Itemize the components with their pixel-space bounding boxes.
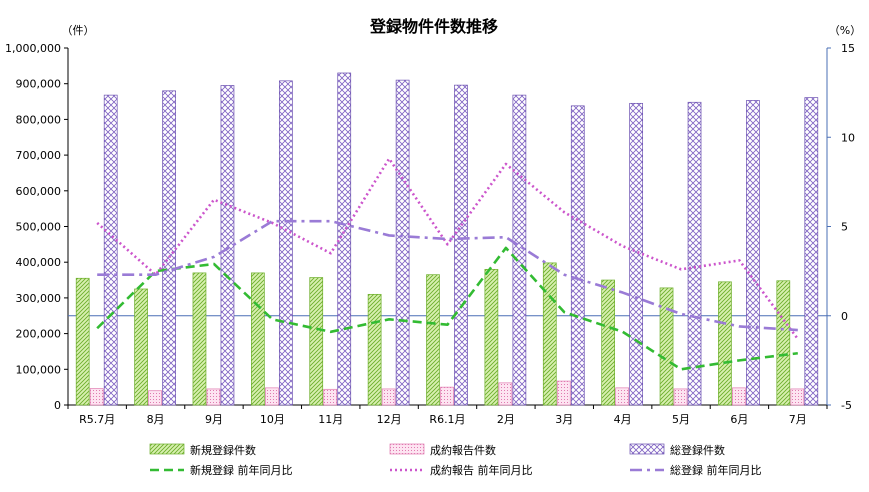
- bar-3: [629, 102, 644, 406]
- x-tick-label: 7月: [789, 413, 807, 426]
- bar-3: [220, 85, 235, 406]
- y-left-tick-label: 1,000,000: [5, 42, 61, 55]
- y-left-tick-label: 300,000: [16, 292, 62, 305]
- x-tick-label: 3月: [555, 413, 573, 426]
- y-right-tick-label: -5: [841, 399, 852, 412]
- y-left-tick-label: 0: [54, 399, 61, 412]
- y-left-tick-label: 500,000: [16, 221, 62, 234]
- bar-2: [673, 388, 688, 406]
- bar-3: [162, 90, 176, 406]
- x-tick-label: 10月: [260, 413, 285, 426]
- bar-1: [367, 293, 382, 406]
- bar-3: [746, 100, 760, 406]
- line-series-3: [97, 219, 798, 332]
- bar-1: [776, 280, 791, 406]
- legend-swatch-bar-3: [629, 443, 665, 455]
- legend-label-bar-1: 新規登録件数: [190, 443, 256, 457]
- bar-1: [601, 279, 616, 406]
- legend-label-bar-2: 成約報告件数: [430, 443, 496, 457]
- bar-2: [615, 387, 630, 406]
- bar-1: [718, 281, 732, 406]
- legend-label-line-2: 成約報告 前年同月比: [430, 463, 533, 477]
- y-right-tick-label: 15: [841, 42, 855, 55]
- bar-3: [570, 105, 585, 406]
- y-right-unit: （%）: [829, 24, 861, 37]
- y-right-tick-label: 5: [841, 221, 848, 234]
- bar-1: [484, 268, 499, 406]
- legend-label-line-1: 新規登録 前年同月比: [190, 463, 293, 477]
- y-right-tick-label: 10: [841, 131, 855, 144]
- y-left-tick-label: 200,000: [16, 328, 62, 341]
- y-left-tick-label: 400,000: [16, 256, 62, 269]
- line-series-2: [96, 157, 799, 340]
- bar-1: [75, 277, 90, 406]
- y-right-tick-label: 0: [841, 310, 848, 323]
- bar-3: [512, 94, 527, 406]
- bar-2: [498, 382, 513, 406]
- y-left-tick-label: 900,000: [16, 78, 62, 91]
- x-tick-label: 5月: [672, 413, 690, 426]
- bar-1: [309, 277, 324, 406]
- bar-3: [337, 72, 352, 406]
- legend-label-line-3: 総登録 前年同月比: [670, 463, 762, 477]
- bar-3: [103, 94, 118, 406]
- x-tick-label: 8月: [147, 413, 165, 426]
- x-tick-label: 4月: [614, 413, 632, 426]
- bar-1: [426, 274, 440, 406]
- bar-1: [250, 272, 265, 406]
- line-series-1: [96, 246, 798, 371]
- x-tick-label: 2月: [497, 413, 515, 426]
- y-left-tick-label: 100,000: [16, 363, 62, 376]
- x-tick-label: 6月: [730, 413, 748, 426]
- y-left-tick-label: 800,000: [16, 113, 62, 126]
- bar-3: [804, 97, 819, 406]
- legend-swatch-bar-1: [149, 443, 185, 455]
- legend-swatch-bar-2: [389, 443, 425, 455]
- y-left-tick-label: 700,000: [16, 149, 62, 162]
- bar-1: [192, 272, 207, 406]
- bar-3: [278, 80, 293, 406]
- x-tick-label: R6.1月: [429, 413, 465, 426]
- x-tick-label: 9月: [205, 413, 223, 426]
- y-left-unit: （件）: [62, 24, 95, 37]
- bar-2: [264, 387, 279, 406]
- bar-1: [659, 287, 674, 406]
- bar-2: [732, 387, 746, 406]
- bar-3: [687, 101, 702, 406]
- bar-3: [454, 84, 468, 406]
- x-tick-label: 12月: [377, 413, 402, 426]
- bar-1: [542, 262, 557, 406]
- y-left-tick-label: 600,000: [16, 185, 62, 198]
- plot-area: 0 100,000 200,000 300,000 400,000 500,000 600,…: [5, 42, 855, 426]
- bar-2: [148, 390, 162, 406]
- bar-2: [440, 386, 454, 406]
- bar-2: [323, 388, 338, 406]
- bar-2: [89, 388, 104, 406]
- x-tick-label: 11月: [318, 413, 343, 426]
- bar-2: [790, 388, 805, 406]
- bar-2: [381, 388, 396, 406]
- x-tick-label: R5.7月: [79, 413, 115, 426]
- chart-title: 登録物件件数推移: [369, 17, 498, 36]
- bar-3: [395, 79, 410, 406]
- bar-2: [556, 380, 571, 406]
- bar-1: [134, 288, 148, 406]
- bar-2: [206, 388, 221, 406]
- legend-label-bar-3: 総登録件数: [670, 443, 725, 457]
